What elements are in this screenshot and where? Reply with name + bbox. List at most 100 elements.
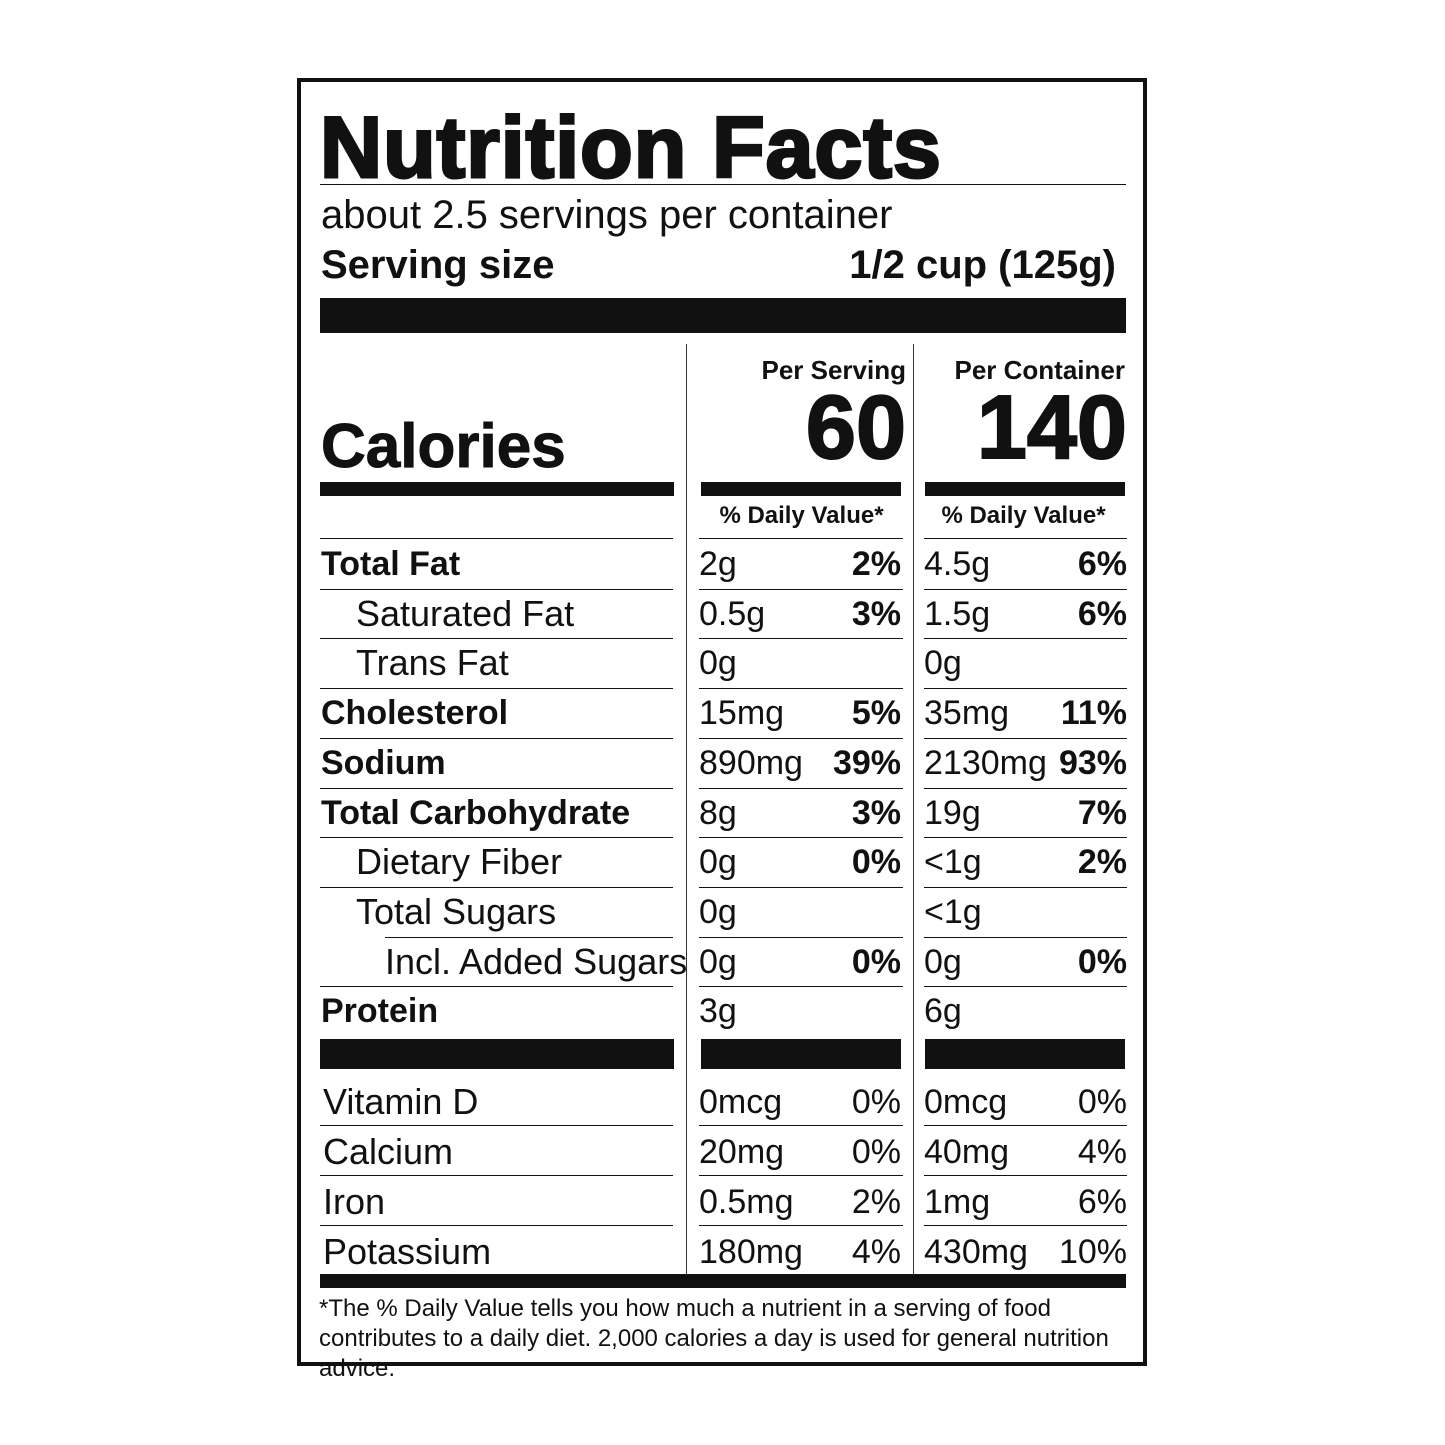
vitamin-row: Calcium 20mg 0% 40mg 4% <box>301 1127 1143 1177</box>
container-daily-value: 0% <box>1077 1083 1127 1121</box>
container-amount: <1g <box>924 843 982 881</box>
serving-daily-value: 4% <box>851 1233 901 1271</box>
row-divider <box>699 538 903 539</box>
serving-daily-value: 2% <box>851 545 901 583</box>
row-divider <box>699 738 903 739</box>
calories-bar-container <box>925 482 1125 496</box>
row-divider <box>699 688 903 689</box>
thick-divider-top <box>320 298 1126 333</box>
serving-daily-value: 0% <box>851 1083 901 1121</box>
serving-size-label: Serving size <box>321 243 555 287</box>
container-amount: 1mg <box>924 1183 991 1221</box>
thick-divider-name <box>320 1039 674 1069</box>
calories-per-container: 140 <box>976 377 1128 479</box>
row-divider <box>385 937 673 938</box>
row-divider <box>699 837 903 838</box>
serving-amount: 20mg <box>699 1133 785 1171</box>
serving-daily-value: 0% <box>851 843 901 881</box>
thick-divider-container <box>925 1039 1125 1069</box>
dv-header-container: % Daily Value* <box>941 502 1106 529</box>
nutrient-row: Total Carbohydrate 8g 3% 19g 7% <box>301 788 1143 838</box>
vitamin-row: Potassium 180mg 4% 430mg 10% <box>301 1227 1143 1277</box>
nutrient-name: Protein <box>321 992 439 1030</box>
nutrient-name: Total Carbohydrate <box>321 794 631 832</box>
serving-amount: 15mg <box>699 694 785 732</box>
row-divider <box>699 788 903 789</box>
serving-daily-value: 3% <box>851 794 901 832</box>
serving-amount: 8g <box>699 794 737 832</box>
nutrient-name: Iron <box>323 1181 386 1222</box>
row-divider <box>924 638 1127 639</box>
nutrient-name: Potassium <box>323 1231 492 1272</box>
row-divider <box>924 837 1127 838</box>
nutrient-name: Sodium <box>321 744 446 782</box>
row-divider <box>924 589 1127 590</box>
nutrient-name: Incl. Added Sugars <box>385 941 688 982</box>
container-daily-value: 6% <box>1077 545 1127 583</box>
row-divider <box>320 1175 673 1176</box>
column-divider-2 <box>913 344 914 1274</box>
row-divider <box>699 1125 903 1126</box>
servings-per-container: about 2.5 servings per container <box>321 193 893 237</box>
serving-amount: 0g <box>699 943 737 981</box>
row-divider <box>699 638 903 639</box>
row-divider <box>320 788 673 789</box>
nutrient-name: Saturated Fat <box>356 593 575 634</box>
nutrient-row: Cholesterol 15mg 5% 35mg 11% <box>301 688 1143 738</box>
container-amount: 0g <box>924 943 962 981</box>
row-divider <box>924 1225 1127 1226</box>
container-amount: 2130mg <box>924 744 1047 782</box>
container-daily-value: 2% <box>1077 843 1127 881</box>
nutrient-name: Cholesterol <box>321 694 509 732</box>
row-divider <box>924 887 1127 888</box>
serving-daily-value: 39% <box>832 744 901 782</box>
thick-divider-bottom <box>320 1274 1126 1288</box>
row-divider <box>320 837 673 838</box>
nutrient-name: Total Fat <box>321 545 461 583</box>
serving-daily-value: 5% <box>851 694 901 732</box>
container-amount: 6g <box>924 992 962 1030</box>
nutrient-row: Sodium 890mg 39% 2130mg 93% <box>301 738 1143 788</box>
container-amount: 0g <box>924 644 962 682</box>
calories-bar-serving <box>701 482 901 496</box>
row-divider <box>924 788 1127 789</box>
serving-daily-value: 2% <box>851 1183 901 1221</box>
per-container-header: Per Container <box>954 355 1126 385</box>
row-divider <box>320 887 673 888</box>
serving-daily-value: 0% <box>851 943 901 981</box>
row-divider <box>924 538 1127 539</box>
serving-daily-value: 0% <box>851 1133 901 1171</box>
container-daily-value: 0% <box>1077 943 1127 981</box>
nutrient-row: Dietary Fiber 0g 0% <1g 2% <box>301 837 1143 887</box>
row-divider <box>699 986 903 987</box>
container-daily-value: 6% <box>1077 1183 1127 1221</box>
nutrient-row: Protein 3g 6g <box>301 986 1143 1036</box>
container-amount: 0mcg <box>924 1083 1008 1121</box>
row-divider <box>320 1225 673 1226</box>
row-divider <box>320 589 673 590</box>
column-divider-1 <box>686 344 687 1274</box>
nutrient-row: Saturated Fat 0.5g 3% 1.5g 6% <box>301 589 1143 639</box>
container-daily-value: 93% <box>1058 744 1127 782</box>
serving-amount: 0mcg <box>699 1083 783 1121</box>
row-divider <box>924 1175 1127 1176</box>
nutrient-name: Trans Fat <box>356 642 509 683</box>
calories-bar-name <box>320 482 674 496</box>
vitamin-row: Iron 0.5mg 2% 1mg 6% <box>301 1177 1143 1227</box>
serving-amount: 2g <box>699 545 737 583</box>
row-divider <box>320 986 673 987</box>
row-divider <box>320 688 673 689</box>
serving-daily-value: 3% <box>851 595 901 633</box>
row-divider <box>699 1225 903 1226</box>
container-daily-value: 11% <box>1060 694 1127 732</box>
dv-header-serving: % Daily Value* <box>719 502 884 529</box>
nutrient-name: Dietary Fiber <box>356 841 563 882</box>
row-divider <box>699 937 903 938</box>
serving-size-value: 1/2 cup (125g) <box>849 243 1116 287</box>
container-amount: 430mg <box>924 1233 1028 1271</box>
row-divider <box>924 937 1127 938</box>
vitamin-row: Vitamin D 0mcg 0% 0mcg 0% <box>301 1077 1143 1127</box>
daily-value-footnote: *The % Daily Value tells you how much a … <box>319 1295 1109 1382</box>
row-divider <box>699 887 903 888</box>
container-daily-value: 7% <box>1077 794 1127 832</box>
